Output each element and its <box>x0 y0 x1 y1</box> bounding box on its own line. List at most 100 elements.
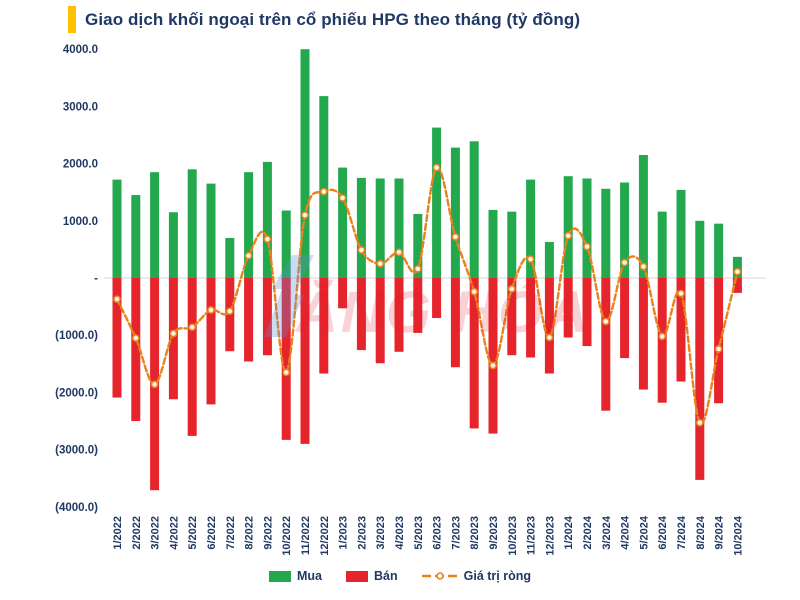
net-marker <box>733 267 742 276</box>
bar-ban <box>319 278 329 374</box>
legend-item-mua: Mua <box>269 569 322 583</box>
bar-ban <box>244 278 254 362</box>
bar-ban <box>375 278 385 364</box>
bar-mua <box>732 256 742 278</box>
bar-mua <box>338 167 348 278</box>
bar-ban <box>638 278 648 390</box>
bar-ban <box>131 278 141 421</box>
bar-ban <box>187 278 197 436</box>
bar-ban <box>432 278 442 319</box>
bar-ban <box>676 278 686 382</box>
bar-mua <box>281 210 291 278</box>
net-marker <box>507 285 516 293</box>
net-marker <box>225 307 234 316</box>
net-marker <box>677 289 685 298</box>
bar-ban <box>488 278 498 434</box>
x-tick-label: 9/2024 <box>714 515 726 550</box>
legend-dashed-line-icon <box>421 572 458 580</box>
net-marker <box>714 345 723 353</box>
x-tick-label: 12/2022 <box>319 516 331 556</box>
bar-mua <box>582 178 592 278</box>
bar-mua <box>450 147 460 278</box>
net-marker <box>263 235 272 243</box>
x-tick-label: 10/2024 <box>732 515 744 556</box>
net-marker <box>470 287 479 296</box>
y-tick-label: 4000.0 <box>63 44 98 56</box>
bar-mua <box>319 96 329 278</box>
net-marker <box>207 306 215 314</box>
bar-mua <box>676 189 686 278</box>
net-marker <box>244 251 253 260</box>
bar-mua <box>601 188 611 278</box>
bar-mua <box>638 155 648 278</box>
bar-ban <box>450 278 460 368</box>
net-marker <box>413 264 422 273</box>
bar-mua <box>657 211 667 278</box>
bar-mua <box>413 213 423 278</box>
bar-mua <box>526 179 536 278</box>
x-tick-label: 1/2024 <box>563 515 575 550</box>
net-marker <box>695 418 704 427</box>
net-marker <box>526 255 535 263</box>
x-tick-label: 8/2024 <box>695 515 707 550</box>
bar-mua <box>131 195 141 278</box>
bar-mua <box>394 178 404 278</box>
x-tick-label: 9/2022 <box>262 516 274 550</box>
bar-mua <box>488 209 498 278</box>
net-marker <box>150 380 159 389</box>
net-marker <box>113 295 121 304</box>
bar-mua <box>544 241 554 278</box>
y-tick-label: 1000.0 <box>63 216 98 228</box>
net-marker <box>301 211 309 219</box>
x-tick-label: 5/2022 <box>187 516 199 550</box>
x-tick-label: 11/2023 <box>526 516 538 555</box>
net-marker <box>357 246 366 254</box>
x-tick-label: 5/2024 <box>638 515 650 550</box>
bar-mua <box>469 141 479 278</box>
bar-mua <box>432 127 442 279</box>
chart-title-block: Giao dịch khối ngoại trên cổ phiếu HPG t… <box>68 6 580 33</box>
net-marker <box>564 231 573 240</box>
bar-ban <box>281 278 291 440</box>
bar-mua <box>150 172 160 278</box>
legend-label-net: Giá trị ròng <box>463 569 531 583</box>
bar-mua <box>168 212 178 278</box>
x-tick-label: 2/2022 <box>131 516 143 550</box>
net-marker <box>131 334 140 342</box>
x-tick-label: 6/2023 <box>432 516 444 550</box>
bar-mua <box>225 237 235 278</box>
bar-ban <box>262 278 272 356</box>
title-accent-bar <box>68 6 76 33</box>
net-marker <box>188 323 197 332</box>
x-tick-label: 6/2022 <box>206 516 218 550</box>
bar-ban <box>714 278 724 404</box>
net-marker <box>583 242 591 251</box>
bar-mua <box>563 176 573 278</box>
bar-ban <box>168 278 178 400</box>
net-marker <box>451 232 460 241</box>
x-tick-label: 9/2023 <box>488 516 500 550</box>
bar-ban <box>356 278 366 351</box>
bar-ban <box>732 278 742 293</box>
x-tick-label: 4/2024 <box>620 515 632 550</box>
x-tick-label: 4/2023 <box>394 516 406 550</box>
bar-ban <box>300 278 310 444</box>
legend-label-ban: Bán <box>374 569 398 583</box>
x-tick-label: 7/2022 <box>225 516 237 550</box>
x-tick-label: 2/2023 <box>356 516 368 550</box>
x-tick-label: 3/2022 <box>150 516 162 550</box>
bar-ban <box>657 278 667 403</box>
bar-ban <box>563 278 573 338</box>
x-tick-label: 7/2023 <box>450 516 462 550</box>
net-marker <box>432 163 441 172</box>
bar-mua <box>620 182 630 278</box>
x-tick-label: 7/2024 <box>676 515 688 550</box>
net-marker <box>658 332 667 341</box>
bar-mua <box>187 169 197 278</box>
bar-mua <box>507 211 517 278</box>
bar-ban <box>620 278 630 359</box>
x-tick-label: 12/2023 <box>544 516 556 556</box>
x-tick-label: 8/2022 <box>244 516 256 550</box>
net-marker <box>545 333 554 342</box>
